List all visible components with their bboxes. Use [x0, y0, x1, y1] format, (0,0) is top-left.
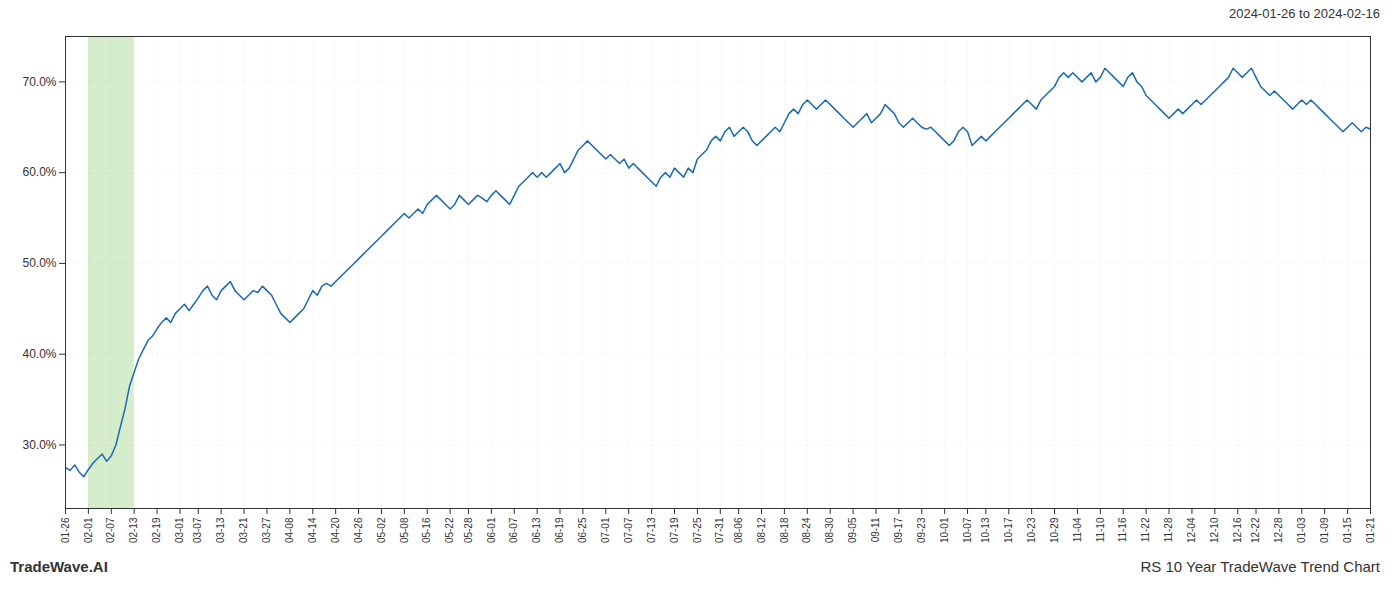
html-text:TradeWave.AI: TradeWave.AI: [10, 558, 108, 575]
svg-text:07-31: 07-31: [714, 517, 725, 543]
svg-text:07-13: 07-13: [646, 517, 657, 543]
svg-text:01-09: 01-09: [1319, 517, 1330, 543]
svg-text:04-26: 04-26: [353, 517, 364, 543]
svg-text:02-07: 02-07: [105, 517, 116, 543]
svg-text:70.0%: 70.0%: [22, 75, 56, 89]
svg-text:09-11: 09-11: [870, 517, 881, 542]
svg-text:12-04: 12-04: [1186, 517, 1197, 543]
svg-text:60.0%: 60.0%: [22, 165, 56, 179]
svg-text:01-03: 01-03: [1296, 517, 1307, 543]
svg-text:12-22: 12-22: [1250, 517, 1261, 543]
svg-text:06-25: 06-25: [577, 517, 588, 543]
svg-text:12-28: 12-28: [1273, 517, 1284, 543]
svg-text:03-01: 03-01: [174, 517, 185, 543]
svg-text:11-22: 11-22: [1140, 517, 1151, 542]
svg-text:12-16: 12-16: [1232, 517, 1243, 543]
svg-text:09-17: 09-17: [893, 517, 904, 543]
svg-text:07-01: 07-01: [600, 517, 611, 543]
svg-text:01-15: 01-15: [1342, 517, 1353, 543]
html-text:RS 10 Year TradeWave Trend Cha: RS 10 Year TradeWave Trend Chart: [1140, 558, 1380, 575]
svg-text:02-13: 02-13: [128, 517, 139, 543]
svg-text:02-01: 02-01: [83, 517, 94, 543]
svg-text:08-06: 08-06: [733, 517, 744, 543]
html-text:2024-01-26 to 2024-02-16: 2024-01-26 to 2024-02-16: [1228, 6, 1380, 21]
svg-text:08-12: 08-12: [756, 517, 767, 543]
svg-text:01-21: 01-21: [1365, 517, 1376, 543]
svg-text:10-17: 10-17: [1003, 517, 1014, 543]
svg-text:09-23: 09-23: [916, 517, 927, 543]
svg-text:08-30: 08-30: [824, 517, 835, 543]
svg-text:01-26: 01-26: [60, 517, 71, 543]
svg-text:05-02: 05-02: [376, 517, 387, 543]
svg-text:05-28: 05-28: [463, 517, 474, 543]
svg-text:50.0%: 50.0%: [22, 256, 56, 270]
svg-text:05-08: 05-08: [399, 517, 410, 543]
svg-text:08-24: 08-24: [801, 517, 812, 543]
svg-text:11-28: 11-28: [1163, 517, 1174, 542]
svg-text:03-07: 03-07: [192, 517, 203, 543]
svg-text:04-14: 04-14: [307, 517, 318, 543]
svg-text:06-01: 06-01: [486, 517, 497, 543]
svg-text:10-07: 10-07: [962, 517, 973, 543]
svg-text:08-18: 08-18: [779, 517, 790, 543]
svg-text:05-16: 05-16: [421, 517, 432, 543]
svg-text:10-23: 10-23: [1026, 517, 1037, 543]
svg-text:10-01: 10-01: [939, 517, 950, 543]
svg-text:40.0%: 40.0%: [22, 347, 56, 361]
svg-text:10-13: 10-13: [980, 517, 991, 543]
svg-text:11-16: 11-16: [1117, 517, 1128, 542]
svg-text:06-13: 06-13: [531, 517, 542, 543]
svg-text:07-07: 07-07: [623, 517, 634, 543]
svg-text:09-05: 09-05: [847, 517, 858, 543]
svg-text:05-22: 05-22: [444, 517, 455, 543]
svg-text:11-10: 11-10: [1095, 517, 1106, 542]
svg-text:07-25: 07-25: [692, 517, 703, 543]
svg-text:07-19: 07-19: [669, 517, 680, 543]
svg-text:03-13: 03-13: [215, 517, 226, 543]
svg-text:10-29: 10-29: [1049, 517, 1060, 543]
svg-text:11-04: 11-04: [1072, 517, 1083, 542]
svg-text:03-21: 03-21: [238, 517, 249, 543]
svg-text:03-27: 03-27: [261, 517, 272, 543]
svg-text:02-19: 02-19: [151, 517, 162, 543]
svg-text:04-20: 04-20: [330, 517, 341, 543]
svg-text:06-19: 06-19: [554, 517, 565, 543]
svg-text:06-07: 06-07: [508, 517, 519, 543]
svg-text:30.0%: 30.0%: [22, 438, 56, 452]
svg-text:04-08: 04-08: [284, 517, 295, 543]
svg-text:12-10: 12-10: [1209, 517, 1220, 543]
